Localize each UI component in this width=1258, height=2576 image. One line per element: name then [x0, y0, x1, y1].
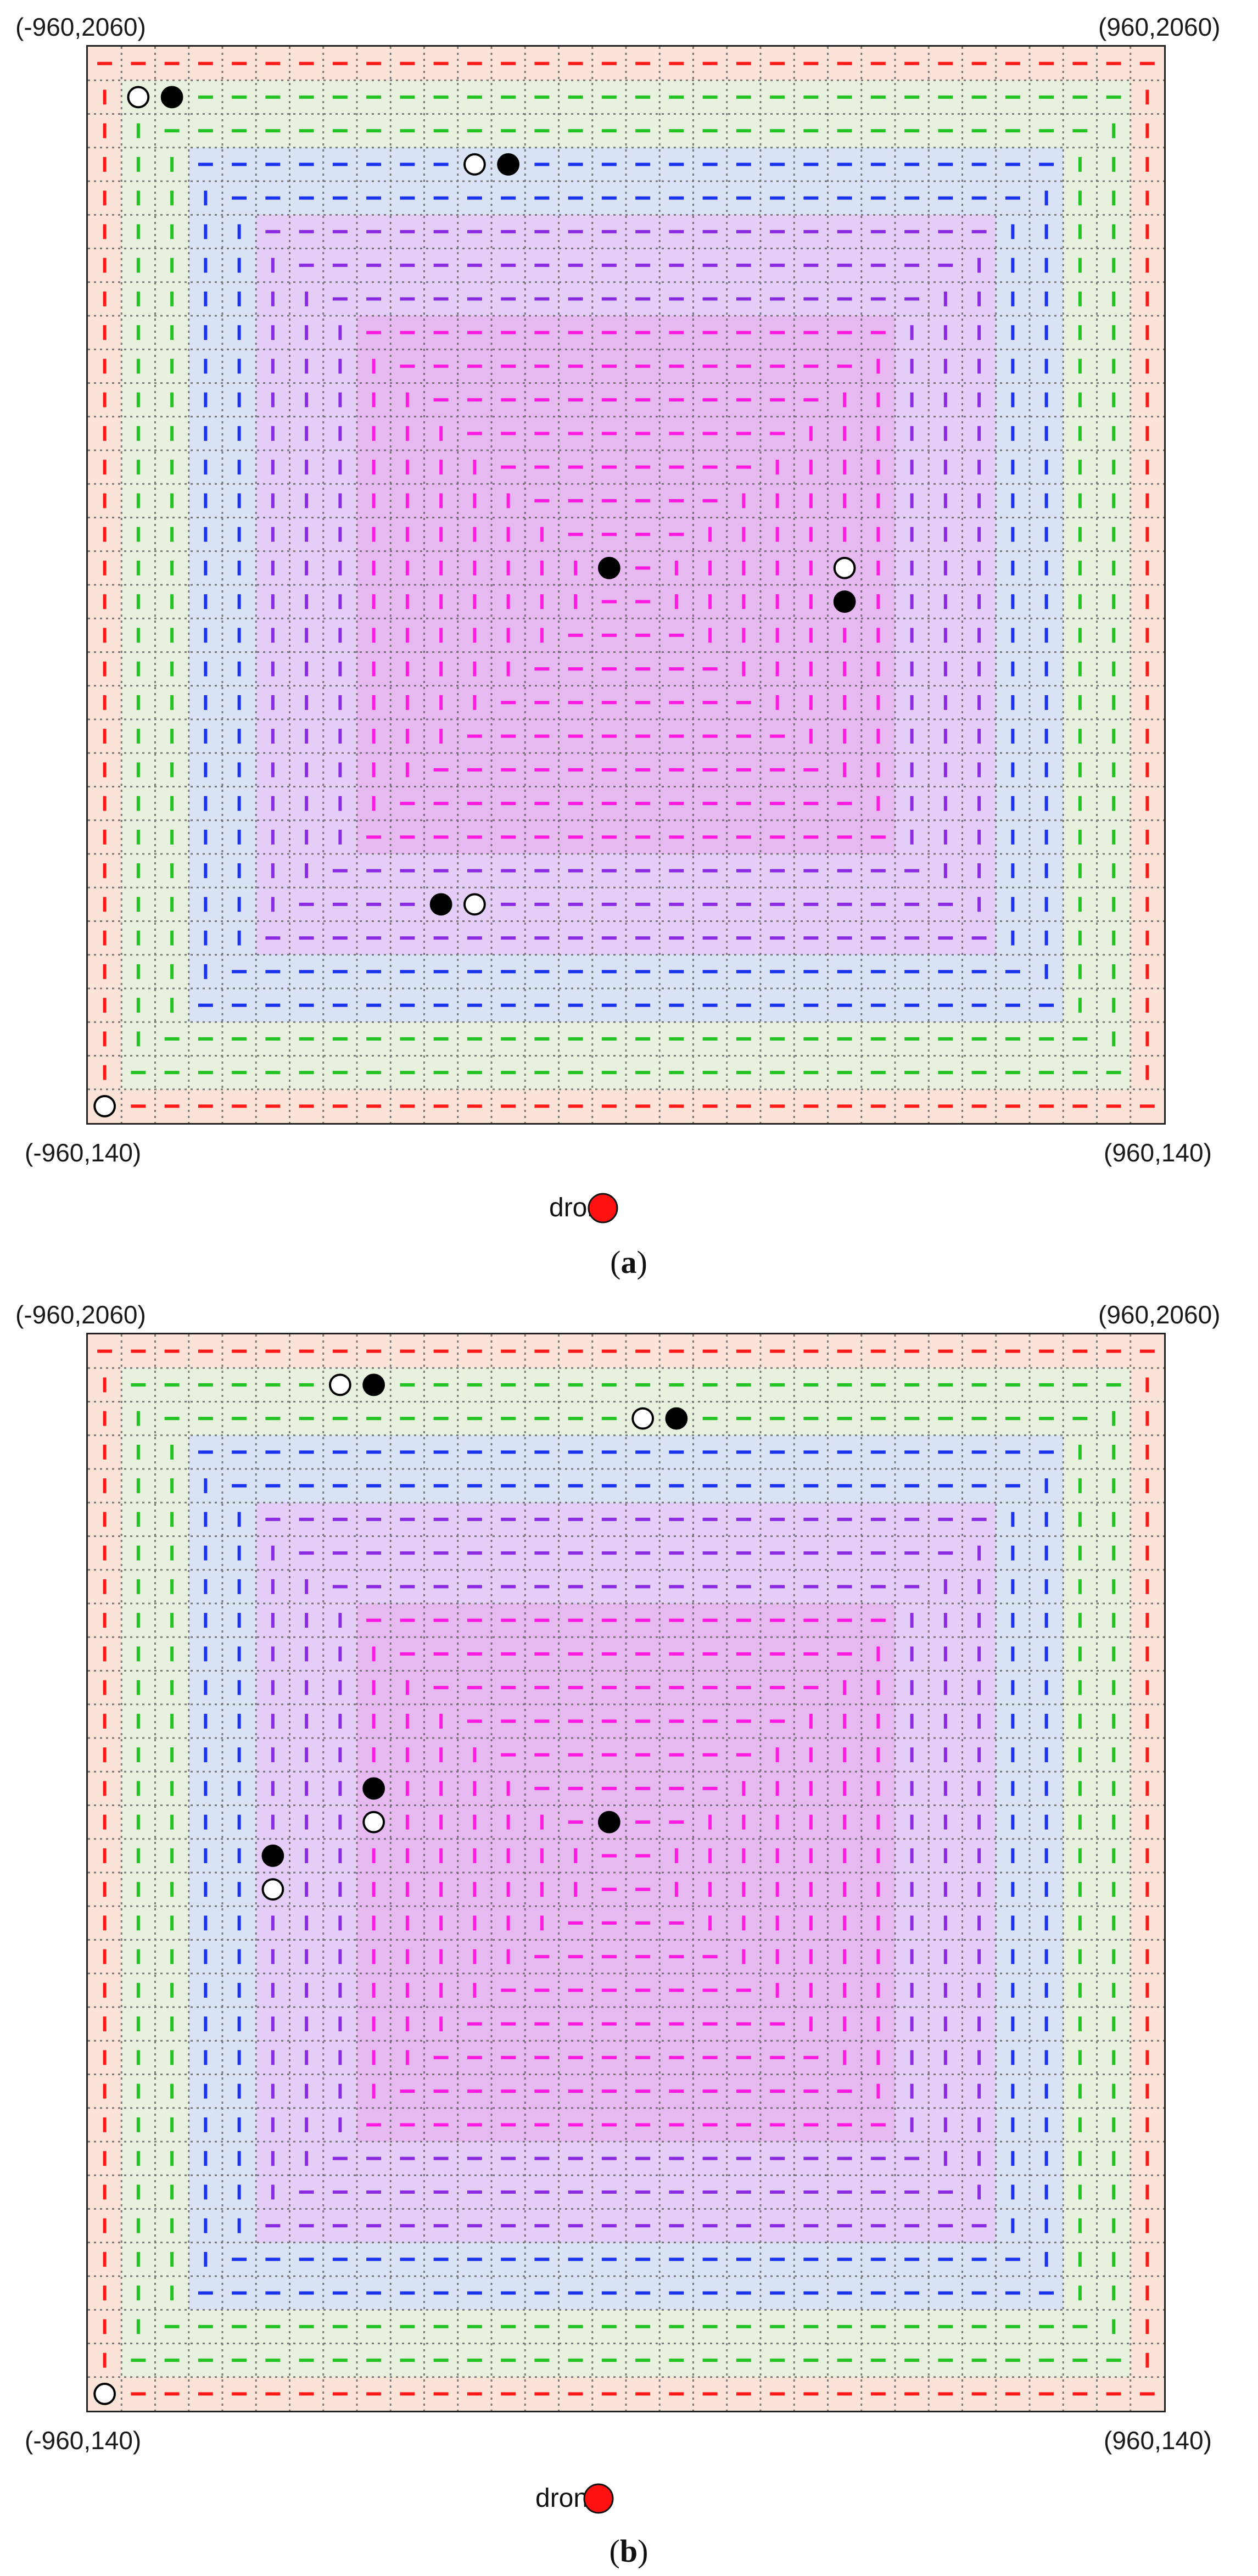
panel-a-marker-white-9: [463, 893, 486, 916]
panel-b-marker-white-1: [329, 1373, 351, 1396]
panel-a-marker-white-1: [127, 86, 150, 109]
panel-a-marker-black-4: [497, 153, 519, 176]
panel-b-marker-black-8: [261, 1845, 284, 1867]
panel-a-caption: (a): [610, 1244, 647, 1280]
panel-b-corner-top-left: (-960,2060): [15, 1300, 146, 1329]
panel-b-drone-icon: [583, 2483, 614, 2514]
panel-a-marker-white-6: [833, 557, 856, 579]
panel-b-grid: [88, 1334, 1164, 2411]
panel-b-marker-black-4: [665, 1407, 688, 1430]
panel-b-marker-white-3: [631, 1407, 654, 1430]
panel-a-corner-bottom-right: (960,140): [1104, 1138, 1212, 1167]
panel-b-marker-black-5: [362, 1777, 385, 1800]
panel-a-drone-icon: [588, 1193, 618, 1223]
panel-b-marker-white-0: [93, 2383, 116, 2405]
panel-b-markers: [93, 1373, 688, 2405]
panel-a-marker-white-3: [463, 153, 486, 176]
panel-a-corner-top-right: (960,2060): [1098, 13, 1221, 41]
panel-a-marker-white-0: [93, 1095, 116, 1117]
panel-b-caption-letter: b: [620, 2533, 638, 2569]
panel-b-marker-black-2: [362, 1373, 385, 1396]
panel-a-marker-black-5: [598, 557, 620, 579]
panel-a: (-960,2060) (960,2060) (-960,140) (960,1…: [15, 13, 1221, 1280]
panel-b-corner-top-right: (960,2060): [1098, 1300, 1221, 1329]
panel-a-marker-black-2: [160, 86, 183, 109]
panel-a-corner-top-left: (-960,2060): [15, 13, 146, 41]
panel-b-corner-bottom-right: (960,140): [1104, 2426, 1212, 2455]
panel-b-corner-bottom-left: (-960,140): [25, 2426, 141, 2455]
panel-a-markers: [93, 86, 856, 1117]
panel-a-marker-black-8: [429, 893, 452, 916]
panel-a-corner-bottom-left: (-960,140): [25, 1138, 141, 1167]
panel-a-caption-letter: a: [621, 1244, 637, 1280]
panel-a-grid: [88, 47, 1164, 1123]
panel-b-marker-white-9: [261, 1878, 284, 1901]
panel-b: (-960,2060) (960,2060) (-960,140) (960,1…: [15, 1300, 1221, 2569]
panel-b-marker-white-6: [362, 1811, 385, 1834]
panel-a-layers: [88, 47, 1164, 1123]
panel-a-marker-black-7: [833, 590, 856, 613]
panel-b-caption: (b): [610, 2533, 648, 2569]
panel-b-marker-black-7: [598, 1811, 620, 1834]
panel-b-layers: [88, 1334, 1164, 2411]
